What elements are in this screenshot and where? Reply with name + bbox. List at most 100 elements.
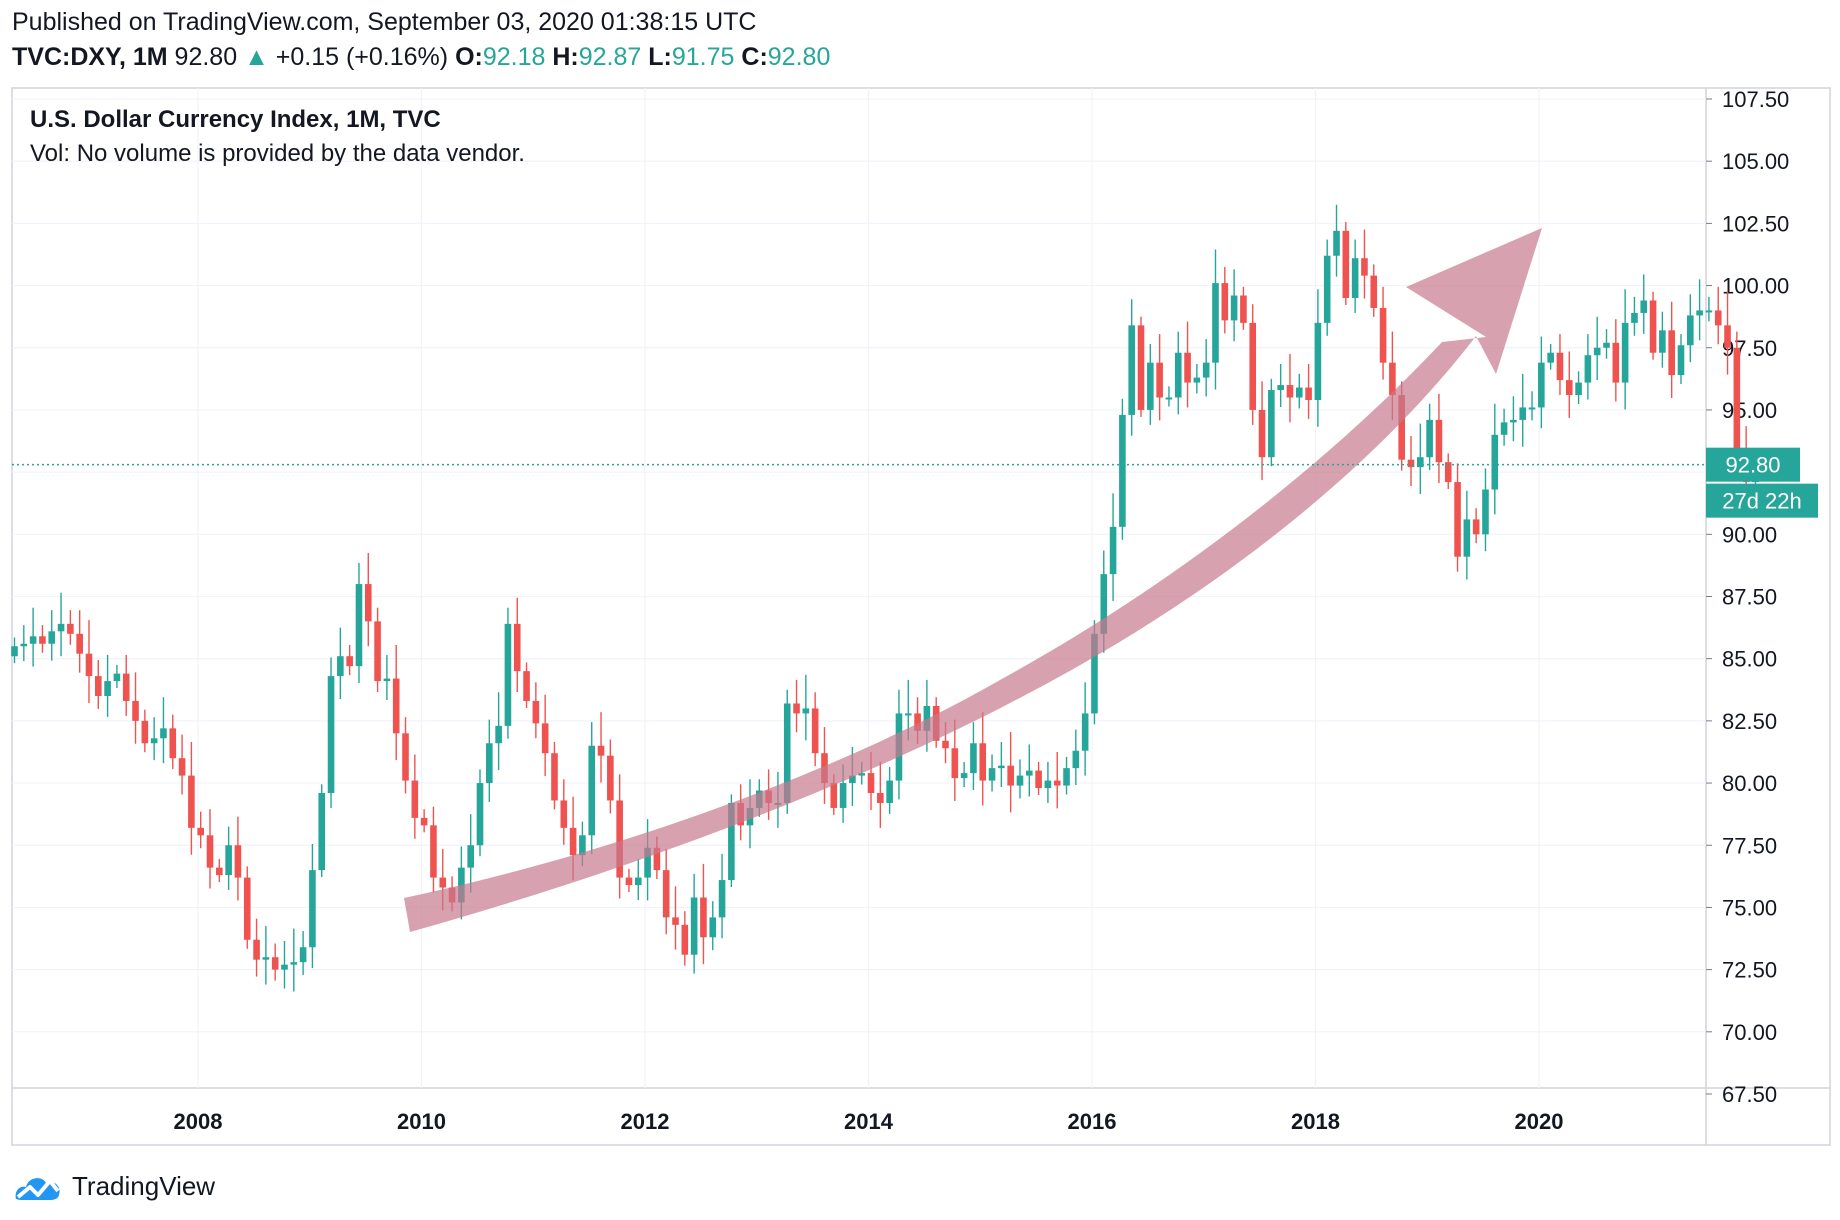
candle-body [281, 964, 288, 970]
candle-body [1221, 283, 1229, 321]
candle-body [309, 870, 316, 948]
time-tick-label: 2014 [844, 1109, 894, 1134]
candle-body [1389, 362, 1396, 396]
candle-body [979, 743, 987, 781]
candle-body [644, 847, 651, 878]
candle-body [11, 646, 18, 657]
candle-body [653, 847, 661, 871]
candle-body [1007, 765, 1014, 786]
candle-body [188, 775, 195, 828]
candle-body [132, 700, 139, 721]
candle-body [541, 723, 549, 754]
candle-body [1705, 310, 1713, 313]
candle-body [1109, 526, 1117, 575]
candle-body [439, 877, 447, 888]
candle-body [57, 623, 65, 632]
candle-body [1268, 390, 1275, 458]
candle-body [67, 623, 74, 634]
candle-body [802, 708, 810, 714]
candle-body [551, 753, 558, 801]
candle-body [1351, 258, 1359, 298]
candle-body [197, 827, 204, 836]
candle-body [1174, 352, 1182, 398]
candle-body [1631, 312, 1638, 323]
candle-body [1258, 409, 1266, 458]
candle-body [1137, 325, 1145, 410]
candle-body [960, 773, 968, 779]
candle-body [1119, 414, 1126, 527]
candle-body [1444, 462, 1452, 483]
candle-body [160, 728, 167, 739]
high-value: 92.87 [578, 43, 642, 71]
candle-body [1333, 230, 1340, 256]
candle-body [718, 880, 726, 918]
candle-body [1547, 352, 1554, 363]
candle-body [728, 802, 735, 881]
candle-body [579, 835, 586, 856]
candle-body [141, 720, 149, 744]
candle-body [1556, 352, 1564, 381]
candle-body [634, 877, 642, 886]
time-tick-label: 2010 [397, 1109, 446, 1134]
price-tick-label: 90.00 [1722, 522, 1777, 547]
candle-body [1575, 382, 1582, 396]
candle-body [1147, 362, 1154, 410]
candle-body [625, 877, 633, 886]
up-triangle-icon: ▲ [244, 43, 269, 71]
candle-body [1044, 780, 1052, 789]
candle-body [1463, 519, 1471, 557]
candle-body [560, 800, 568, 828]
time-tick-label: 2020 [1515, 1109, 1564, 1134]
candle-body [1249, 322, 1257, 410]
candle-body [76, 633, 83, 654]
chart-title: U.S. Dollar Currency Index, 1M, TVC [30, 106, 441, 133]
candle-body [1286, 385, 1294, 398]
candle-body [1202, 362, 1210, 378]
bar-countdown-tag [1706, 483, 1818, 518]
candle-body [337, 656, 344, 677]
price-chart[interactable]: 67.50 70.00 72.50 75.00 77.50 80.00 82.50 85.00… [0, 0, 1840, 1160]
last-price-tag[interactable] [1706, 447, 1800, 482]
price-tick-label: 80.00 [1722, 771, 1777, 796]
candle-body [1696, 310, 1703, 316]
candle-body [569, 827, 577, 856]
candle-body [383, 678, 391, 682]
time-tick-label: 2008 [174, 1109, 223, 1134]
candle-body [1128, 325, 1135, 415]
candle-body [830, 783, 838, 808]
candle-body [1370, 275, 1378, 308]
candle-body [150, 738, 158, 744]
candle-body [607, 755, 614, 801]
candle-body [420, 817, 428, 826]
candle-body [104, 681, 111, 696]
price-tick-label: 77.50 [1722, 833, 1777, 858]
candle-body [1305, 387, 1312, 400]
candle-body [1100, 574, 1108, 634]
candle-body [364, 584, 372, 622]
candle-body [1035, 770, 1042, 789]
price-tick-label: 97.50 [1722, 336, 1777, 361]
candle-body [793, 703, 800, 714]
candle-body [94, 676, 102, 696]
price-axis[interactable]: 67.50 70.00 72.50 75.00 77.50 80.00 82.50 85.00… [1706, 87, 1789, 1107]
candle-body [532, 700, 540, 724]
tradingview-logo-icon [15, 1178, 60, 1200]
time-axis[interactable]: 2008 2010 2012 2014 2016 2018 2020 [174, 1109, 1564, 1134]
candle-body [262, 957, 270, 960]
price-tick-label: 87.50 [1722, 585, 1777, 610]
candle-body [346, 656, 353, 667]
candle-body [113, 673, 121, 682]
candle-body [1063, 768, 1070, 786]
candle-body [1528, 407, 1536, 410]
candle-body [1016, 775, 1024, 786]
price-tick-label: 105.00 [1722, 149, 1789, 174]
candle-body [1640, 300, 1648, 313]
close-value: 92.80 [767, 43, 831, 71]
candle-body [1379, 307, 1387, 363]
candle-body [662, 870, 670, 918]
candle-body [877, 793, 884, 803]
candle-body [1733, 347, 1741, 453]
price-tick-label: 72.50 [1722, 958, 1777, 983]
price-tick-label: 75.00 [1722, 895, 1777, 920]
chart-frame [11, 87, 1831, 1146]
